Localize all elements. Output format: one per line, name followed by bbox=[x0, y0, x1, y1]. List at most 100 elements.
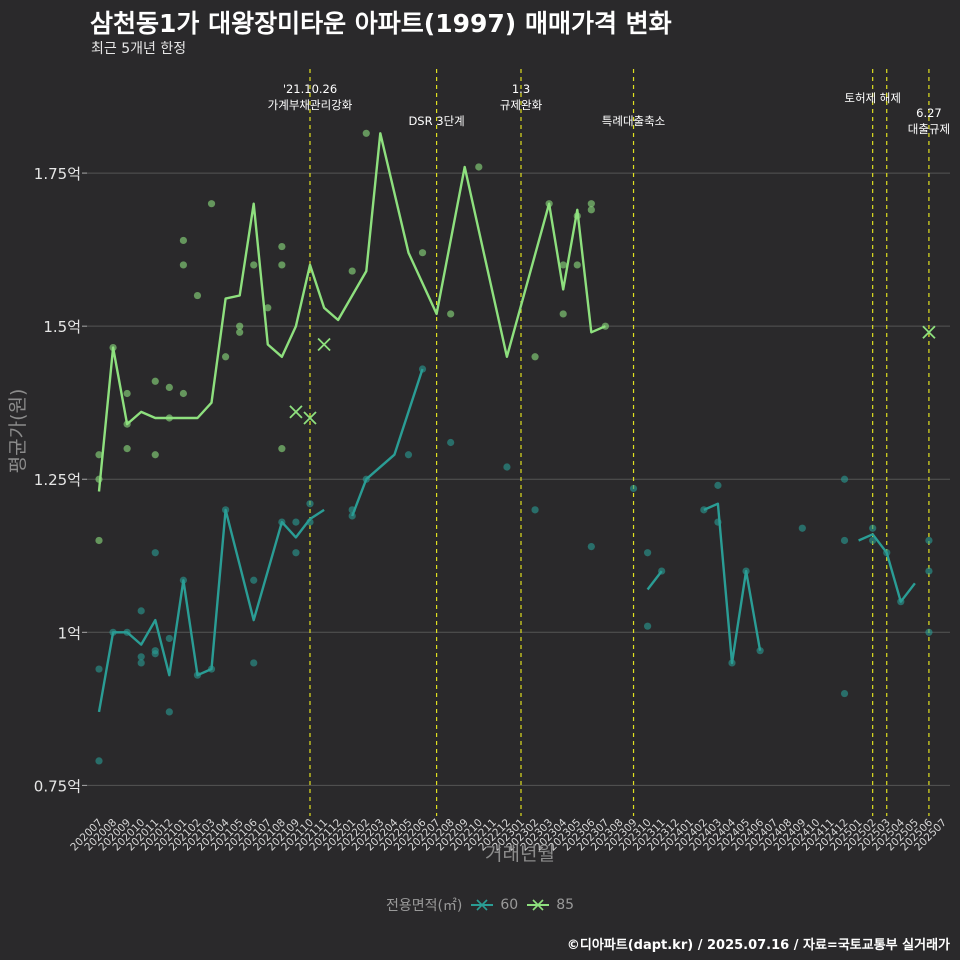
y-tick-label: 1.5억 bbox=[43, 318, 81, 336]
data-point-85 bbox=[165, 383, 173, 391]
cross-marker-85 bbox=[922, 325, 936, 339]
data-point-85 bbox=[236, 322, 244, 330]
legend-label-60: 60 bbox=[500, 897, 519, 913]
data-point-85 bbox=[151, 377, 159, 385]
data-point-60 bbox=[925, 567, 933, 575]
data-point-60 bbox=[629, 484, 638, 493]
data-point-85 bbox=[123, 389, 131, 398]
data-point-60 bbox=[137, 607, 145, 615]
grid-layer bbox=[82, 172, 950, 786]
y-tick-label: 1.25억 bbox=[34, 471, 81, 489]
data-point-85 bbox=[236, 328, 244, 336]
data-point-60 bbox=[869, 536, 877, 545]
data-point-60 bbox=[840, 689, 849, 698]
legend: 전용면적(㎡) 60 85 bbox=[0, 895, 960, 915]
y-axis-title: 평균가(원) bbox=[7, 389, 29, 474]
data-point-60 bbox=[250, 576, 258, 584]
data-point-60 bbox=[292, 518, 300, 526]
series-line-60 bbox=[858, 533, 916, 603]
chart-subtitle: 최근 5개년 한정 bbox=[91, 41, 187, 57]
data-point-85 bbox=[222, 353, 230, 361]
data-point-60 bbox=[587, 542, 595, 551]
data-point-85 bbox=[418, 249, 427, 257]
data-point-60 bbox=[250, 659, 258, 667]
data-point-60 bbox=[95, 665, 103, 673]
data-point-85 bbox=[447, 310, 455, 318]
data-point-85 bbox=[193, 291, 202, 300]
data-point-85 bbox=[207, 200, 216, 208]
data-point-60 bbox=[714, 481, 722, 489]
data-point-60 bbox=[531, 506, 539, 514]
data-point-85 bbox=[179, 236, 187, 245]
data-point-60 bbox=[165, 634, 173, 643]
data-point-85 bbox=[278, 261, 286, 269]
series-layer bbox=[95, 129, 936, 765]
data-point-85 bbox=[123, 445, 131, 453]
data-point-60 bbox=[925, 536, 933, 545]
series-line-60 bbox=[97, 508, 325, 713]
data-point-60 bbox=[151, 549, 159, 557]
legend-item-85: 85 bbox=[526, 897, 574, 913]
data-point-85 bbox=[179, 389, 187, 398]
event-label: 가계부채관리강화 bbox=[268, 98, 353, 112]
data-point-85 bbox=[573, 261, 581, 269]
data-point-60 bbox=[447, 438, 455, 447]
event-label: 1.3 bbox=[512, 82, 530, 96]
data-point-60 bbox=[644, 622, 652, 630]
legend-title: 전용면적(㎡) bbox=[385, 898, 463, 914]
series-line-85 bbox=[97, 132, 606, 492]
event-label: 토허제 해제 bbox=[844, 91, 901, 105]
cross-marker-85 bbox=[289, 405, 303, 419]
legend-swatch-85 bbox=[527, 899, 550, 911]
data-point-85 bbox=[475, 163, 483, 171]
event-label: 특례대출축소 bbox=[602, 114, 665, 128]
data-point-85 bbox=[348, 267, 356, 275]
data-point-85 bbox=[250, 261, 258, 269]
axis-layer: 0.75억1억1.25억1.5억1.75억2020072020082020092… bbox=[34, 165, 949, 853]
data-point-85 bbox=[587, 200, 595, 208]
chart-title: 삼천동1가 대왕장미타운 아파트(1997) 매매가격 변화 bbox=[90, 9, 672, 38]
data-point-85 bbox=[587, 206, 595, 214]
data-point-85 bbox=[531, 353, 539, 361]
data-point-60 bbox=[503, 463, 511, 471]
data-point-60 bbox=[644, 549, 652, 557]
data-point-60 bbox=[869, 524, 877, 532]
data-point-85 bbox=[95, 451, 103, 459]
data-point-85 bbox=[179, 261, 187, 269]
data-point-60 bbox=[840, 475, 849, 483]
event-label: DSR 3단계 bbox=[408, 114, 464, 128]
y-tick-label: 0.75억 bbox=[34, 777, 81, 795]
data-point-60 bbox=[925, 628, 933, 636]
data-point-60 bbox=[306, 500, 314, 508]
event-label: 대출규제 bbox=[908, 122, 950, 136]
data-point-60 bbox=[165, 708, 173, 716]
series-line-60 bbox=[703, 502, 762, 665]
data-point-85 bbox=[151, 451, 159, 459]
series-line-60 bbox=[646, 570, 663, 591]
data-point-85 bbox=[95, 536, 103, 545]
data-point-85 bbox=[278, 242, 286, 251]
cross-marker-85 bbox=[317, 337, 331, 352]
cross-marker-85 bbox=[303, 411, 317, 425]
event-label: 규제완화 bbox=[500, 98, 543, 112]
data-point-60 bbox=[151, 647, 159, 655]
y-tick-label: 1.75억 bbox=[34, 165, 81, 183]
data-point-60 bbox=[798, 524, 806, 532]
x-axis-title: 거래년월 bbox=[485, 843, 555, 865]
data-point-60 bbox=[95, 757, 103, 765]
legend-label-85: 85 bbox=[556, 897, 575, 913]
event-label: 6.27 bbox=[916, 106, 942, 120]
legend-swatch-60 bbox=[471, 899, 494, 911]
event-label: '21.10.26 bbox=[283, 82, 337, 96]
series-line-60 bbox=[351, 368, 424, 517]
data-point-85 bbox=[362, 129, 370, 137]
y-tick-label: 1억 bbox=[58, 624, 81, 642]
data-point-85 bbox=[559, 310, 567, 318]
data-point-60 bbox=[292, 549, 300, 557]
source-caption: ©디아파트(dapt.kr) / 2025.07.16 / 자료=국토교통부 실… bbox=[566, 938, 950, 953]
data-point-60 bbox=[137, 653, 145, 661]
data-point-85 bbox=[559, 261, 567, 269]
data-point-60 bbox=[137, 659, 145, 667]
